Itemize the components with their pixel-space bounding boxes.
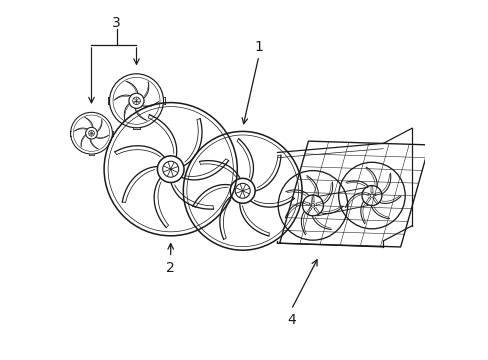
Text: 2: 2 [166, 261, 175, 275]
Text: 3: 3 [112, 17, 121, 30]
Text: 1: 1 [254, 40, 263, 54]
Text: 4: 4 [286, 314, 295, 327]
